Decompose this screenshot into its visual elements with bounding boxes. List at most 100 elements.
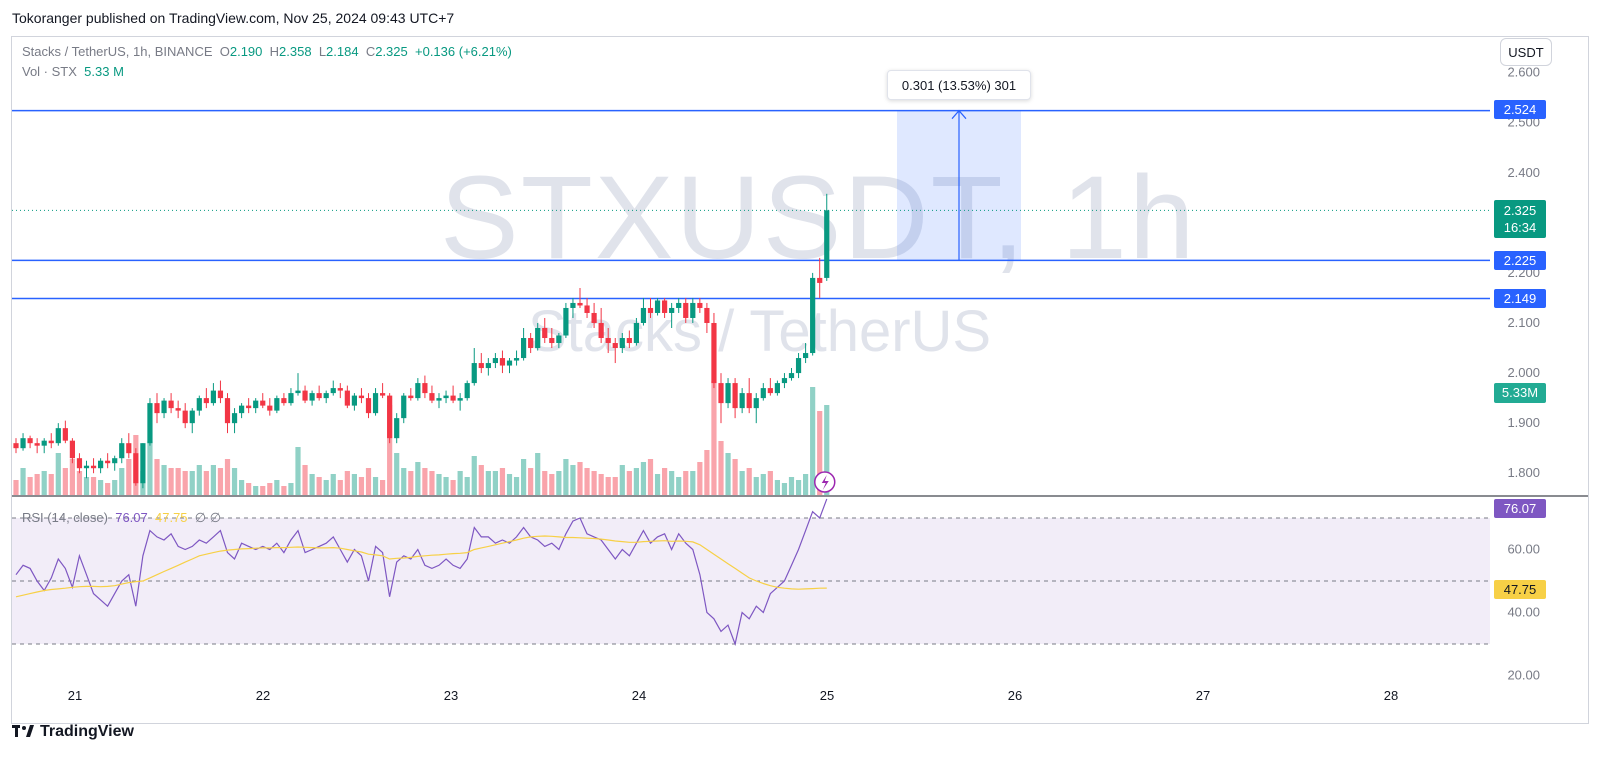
currency-button[interactable]: USDT (1500, 38, 1552, 66)
candle-body (76, 458, 83, 469)
candle-body (669, 307, 675, 313)
candle-body (478, 363, 484, 369)
price-axis-label: 2.600 (1507, 65, 1540, 80)
candle-body (27, 438, 33, 444)
volume-bar (154, 459, 160, 495)
candle-body (577, 302, 583, 306)
close-value: 2.325 (375, 44, 408, 59)
candle-body (295, 390, 301, 394)
candle-body (570, 302, 576, 308)
candle-body (380, 393, 386, 396)
candle-body (337, 388, 343, 391)
volume-bar (83, 477, 90, 495)
volume-bar (795, 480, 802, 495)
candle-body (365, 398, 372, 414)
candle-body (231, 413, 238, 424)
volume-bar (119, 468, 125, 495)
volume-bar (62, 468, 68, 495)
lightning-icon (821, 475, 829, 490)
candle-body (732, 383, 738, 409)
volume-bar (408, 471, 414, 495)
candle-body (203, 398, 209, 404)
candle-body (323, 393, 329, 399)
tradingview-footer[interactable]: TradingView (12, 723, 134, 741)
candle-body (697, 302, 703, 308)
level1-price-tag: 2.225 (1494, 251, 1546, 270)
time-axis-label: 25 (820, 688, 834, 703)
candle-body (598, 322, 604, 339)
volume-bar (126, 459, 132, 495)
volume-bar (521, 459, 527, 495)
candle-body (542, 327, 548, 339)
volume-bar (429, 471, 435, 495)
high-value: 2.358 (279, 44, 312, 59)
volume-bar (781, 483, 788, 495)
candle-body (633, 322, 639, 344)
candle-body (810, 277, 816, 354)
volume-bar (401, 468, 407, 495)
volume-bar (20, 468, 26, 495)
candle-body (281, 398, 287, 404)
volume-bar (175, 468, 181, 495)
volume-bar (365, 468, 372, 495)
candle-body (436, 398, 442, 401)
candle-body (429, 393, 435, 401)
volume-bar (563, 459, 569, 495)
name-watermark: Stacks / TetherUS (528, 299, 992, 364)
volume-bar (767, 471, 773, 495)
volume-bar (189, 471, 195, 495)
candle-body (239, 405, 245, 414)
candle-body (217, 390, 224, 399)
volume-bar (105, 483, 111, 495)
tradingview-logo-icon (12, 725, 34, 737)
volume-bar (676, 477, 682, 495)
current-price: 2.325 (1503, 203, 1537, 218)
candle-body (521, 338, 527, 359)
level2-price-tag: 2.149 (1494, 289, 1546, 308)
candle-body (803, 353, 809, 359)
candle-body (267, 405, 273, 411)
volume-bar (570, 465, 576, 495)
rsi-axis-label: 40.00 (1507, 605, 1540, 620)
volume-bar (69, 459, 75, 495)
candle-body (443, 395, 449, 399)
time-axis-label: 27 (1196, 688, 1210, 703)
low-label: L (318, 44, 327, 59)
volume-bar (725, 453, 731, 495)
candle-body (619, 338, 625, 349)
publish-header: Tokoranger published on TradingView.com,… (12, 10, 455, 26)
volume-bar (640, 462, 647, 495)
candle-body (175, 408, 181, 411)
candle-body (119, 443, 125, 459)
change-value: +0.136 (+6.21%) (415, 44, 512, 59)
candle-body (535, 327, 541, 349)
candle-body (302, 390, 308, 401)
volume-bar (753, 477, 759, 495)
volume-bar (387, 405, 393, 495)
volume-bar (337, 480, 343, 495)
volume-bar (323, 480, 329, 495)
volume-bar (161, 465, 167, 495)
volume-bar (302, 465, 308, 495)
candle-body (330, 388, 336, 394)
candle-body (528, 338, 534, 349)
candle-body (20, 438, 26, 449)
volume-bar (27, 477, 33, 495)
candle-body (584, 305, 590, 313)
volume-bar (394, 453, 400, 495)
candle-body (704, 307, 710, 323)
price-axis-label: 2.000 (1507, 365, 1540, 380)
volume-bar (231, 468, 238, 495)
volume-bar (817, 411, 823, 495)
candle-body (647, 307, 654, 313)
candle-body (98, 460, 104, 469)
volume-bar (542, 471, 548, 495)
volume-bar (309, 474, 315, 495)
volume-bar (803, 474, 809, 495)
volume-bar (732, 459, 738, 495)
candle-body (401, 395, 407, 419)
volume-bar (549, 474, 555, 495)
candle-body (605, 338, 611, 344)
candle-body (224, 398, 231, 424)
